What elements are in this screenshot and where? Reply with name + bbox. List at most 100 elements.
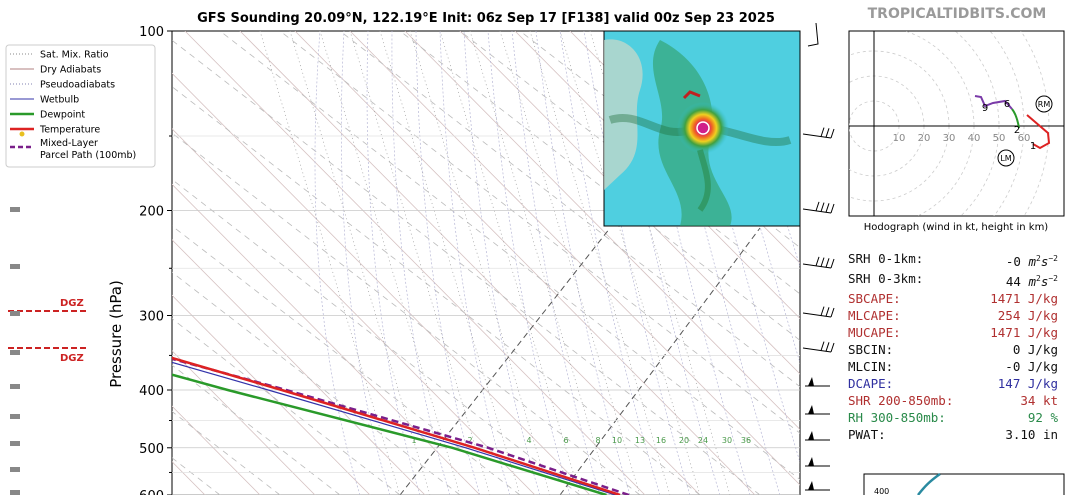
- legend-label: Sat. Mix. Ratio: [40, 50, 109, 61]
- param-unit: in: [1035, 427, 1058, 443]
- level-mark: [10, 414, 20, 419]
- y-tick-label: 500: [139, 442, 164, 457]
- y-axis-ticks: 100 200 300 400 500 600: [139, 25, 172, 495]
- wind-barb: [802, 341, 835, 353]
- param-label: DCAPE:: [848, 376, 894, 392]
- legend-label: Wetbulb: [40, 95, 79, 106]
- inset-axis-label: 400: [874, 487, 889, 495]
- hodo-marker-lm: LM: [997, 149, 1015, 167]
- y-tick-label: 600: [139, 489, 164, 495]
- legend-label: Parcel Path (100mb): [40, 150, 136, 161]
- y-tick-label: 200: [139, 204, 164, 219]
- mixing-ratio-label: 10: [612, 436, 622, 445]
- hodo-height-label: 1: [1030, 141, 1036, 152]
- hodo-ring-label: 20: [918, 133, 931, 144]
- param-label: MLCIN:: [848, 359, 894, 375]
- mixing-ratio-labels: 1 2 4 6 8 10 13 16 20 24 30 36: [411, 436, 751, 445]
- satellite-inset: [603, 30, 801, 227]
- mixing-ratio-label: 13: [635, 436, 645, 445]
- level-mark: [10, 490, 20, 495]
- param-value: 0 J/kg: [1012, 342, 1058, 358]
- wind-barb: [802, 127, 835, 139]
- wind-flag: [805, 457, 830, 467]
- param-row: SBCIN: 0 J/kg: [848, 341, 1058, 358]
- param-row: PWAT: 3.10 in: [848, 426, 1058, 443]
- param-unit: J/kg: [1020, 291, 1058, 307]
- param-unit: J/kg: [1020, 308, 1058, 324]
- mixing-ratio-label: 30: [722, 436, 732, 445]
- param-unit: m2s−2: [1028, 274, 1058, 290]
- param-row: SRH 0-3km: 44 m2s−2: [848, 270, 1058, 290]
- legend-label: Pseudoadiabats: [40, 80, 115, 91]
- param-label: SHR 200-850mb:: [848, 393, 954, 409]
- hodo-height-label: 6: [1004, 99, 1010, 110]
- hodo-trace-upper: [974, 95, 1013, 110]
- param-value: 254 J/kg: [997, 308, 1058, 324]
- y-axis-label: Pressure (hPa): [107, 280, 125, 388]
- legend-label: Mixed-Layer: [40, 138, 98, 149]
- wetbulb-line: [172, 361, 616, 495]
- mixing-ratio-label: 20: [679, 436, 689, 445]
- y-tick-label: 300: [139, 310, 164, 325]
- hodo-trace-low: [1026, 114, 1051, 150]
- param-value: 147 J/kg: [997, 376, 1058, 392]
- mixing-ratio-label: 2: [467, 436, 472, 445]
- param-label: PWAT:: [848, 427, 886, 443]
- param-value: -0 J/kg: [1005, 359, 1058, 375]
- wind-barb: [802, 201, 835, 214]
- legend-label: Dewpoint: [40, 110, 85, 121]
- param-label: MLCAPE:: [848, 308, 901, 324]
- dgz-label-top: DGZ: [60, 298, 84, 309]
- legend-label: Dry Adiabats: [40, 65, 101, 76]
- hodograph-caption: Hodograph (wind in kt, height in km): [864, 222, 1049, 233]
- level-mark: [10, 467, 20, 472]
- mixing-ratio-label: 1: [411, 436, 416, 445]
- mixing-ratio-label: 8: [595, 436, 600, 445]
- hodo-height-label: 2: [1014, 125, 1020, 136]
- mixing-ratio-label: 6: [563, 436, 568, 445]
- wind-flag: [805, 377, 830, 387]
- background-lines: [172, 31, 800, 495]
- level-mark: [10, 350, 20, 355]
- param-label: SBCIN:: [848, 342, 894, 358]
- legend: Sat. Mix. Ratio Dry Adiabats Pseudoadiabat…: [5, 44, 156, 168]
- left-level-marks: [10, 207, 20, 495]
- param-value: -0 m2s−2: [1005, 254, 1058, 270]
- param-label: MUCAPE:: [848, 325, 901, 341]
- param-value: 92 %: [1027, 410, 1058, 426]
- param-label: RH 300-850mb:: [848, 410, 946, 426]
- mixing-ratio-label: 16: [656, 436, 666, 445]
- dgz-markers: DGZ DGZ: [8, 298, 86, 364]
- hodo-ring-label: 50: [993, 133, 1006, 144]
- param-unit: J/kg: [1020, 376, 1058, 392]
- profile-lines: [172, 356, 630, 495]
- param-row: MLCAPE: 254 J/kg: [848, 307, 1058, 324]
- level-mark: [10, 207, 20, 212]
- y-tick-label: 100: [139, 25, 164, 40]
- svg-text:LM: LM: [1000, 154, 1011, 163]
- param-row: SBCAPE: 1471 J/kg: [848, 290, 1058, 307]
- wind-barb: [802, 306, 835, 318]
- chart-title: GFS Sounding 20.09°N, 122.19°E Init: 06z…: [197, 11, 775, 26]
- level-mark: [10, 264, 20, 269]
- mixing-ratio-label: 24: [698, 436, 708, 445]
- param-row: SRH 0-1km: -0 m2s−2: [848, 250, 1058, 270]
- param-label: SRH 0-3km:: [848, 271, 924, 287]
- hodo-trace-mid: [1011, 108, 1020, 129]
- param-row: SHR 200-850mb: 34 kt: [848, 392, 1058, 409]
- dgz-label-bottom: DGZ: [60, 353, 84, 364]
- storm-center-icon: [696, 121, 710, 135]
- param-unit: m2s−2: [1028, 254, 1058, 270]
- param-value: 1471 J/kg: [990, 291, 1058, 307]
- hodograph: 10 20 30 40 50 60 12 6 9 RM LM Hodograph (wind …: [848, 30, 1065, 233]
- hodo-ring-label: 60: [1018, 133, 1031, 144]
- param-row: MLCIN: -0 J/kg: [848, 358, 1058, 375]
- wind-barb: [802, 256, 835, 269]
- legend-label: Temperature: [39, 125, 100, 136]
- param-value: 44 m2s−2: [1005, 274, 1058, 290]
- param-unit: %: [1042, 410, 1058, 426]
- param-row: RH 300-850mb: 92 %: [848, 409, 1058, 426]
- wind-flag: [805, 481, 830, 491]
- y-tick-label: 400: [139, 384, 164, 399]
